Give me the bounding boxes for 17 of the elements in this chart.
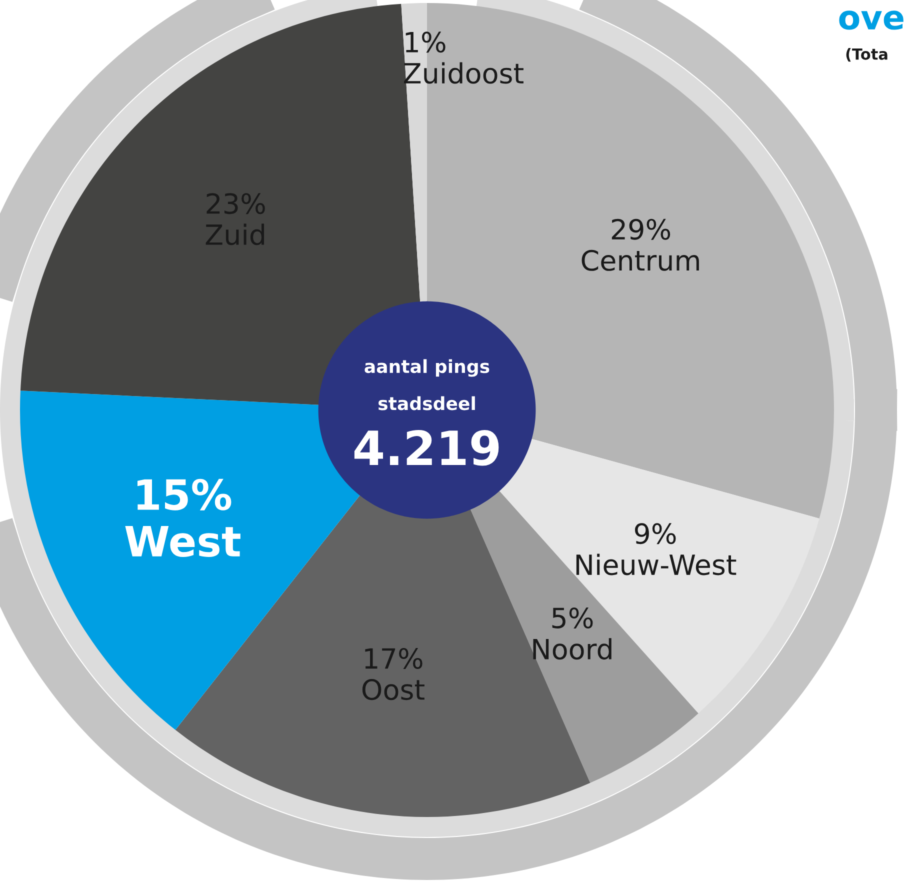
data-label: 5% <box>552 607 593 628</box>
slice-label: Centrum <box>582 250 699 271</box>
text: 4.219 <box>354 430 499 466</box>
data-label: 29% <box>612 218 670 240</box>
slice-label: Nieuw-West <box>576 554 736 576</box>
text: (Tota <box>846 48 888 62</box>
data-label: 17% <box>365 648 422 669</box>
slice-label: West <box>125 526 240 558</box>
data-label: 1% <box>406 32 446 53</box>
slice-label: Noord <box>533 638 612 660</box>
text: aantal pings <box>364 359 490 377</box>
text: stadsdeel <box>378 396 475 410</box>
donut-slice <box>499 438 820 714</box>
data-label: 9% <box>634 523 676 544</box>
slice-label: Oost <box>362 679 424 700</box>
chart-title: ove <box>839 10 904 30</box>
data-label: 15% <box>137 478 232 510</box>
